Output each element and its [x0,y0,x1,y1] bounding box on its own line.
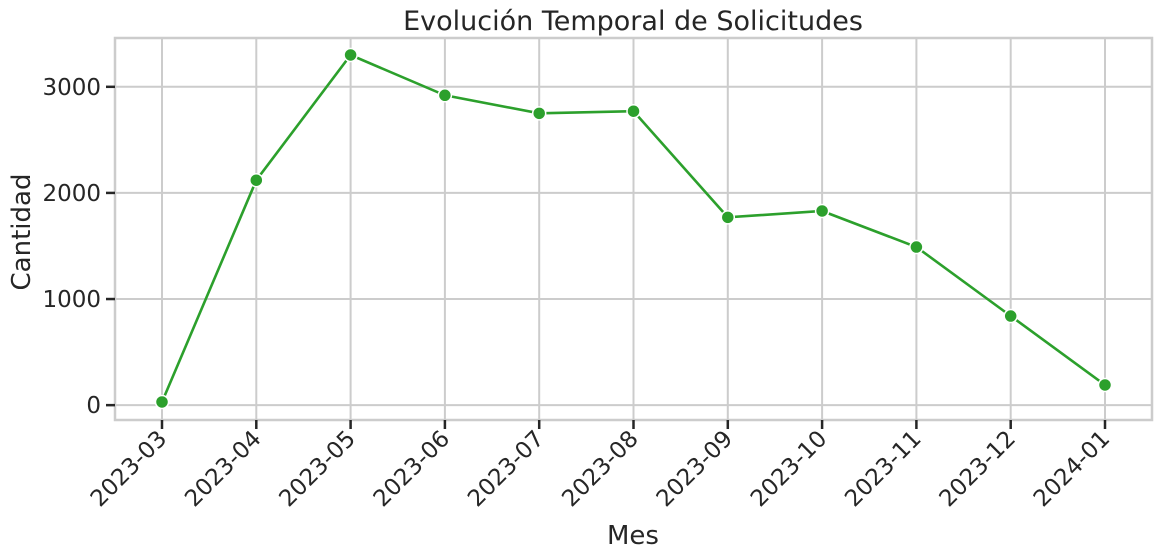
x-tick-label: 2023-11 [840,426,926,512]
data-point [343,47,358,63]
y-tick-label: 1000 [42,287,101,313]
x-tick-label: 2023-05 [274,426,360,512]
data-point [626,103,641,119]
y-tick-label: 0 [86,393,101,419]
data-point [249,172,264,188]
grid [115,38,1152,420]
x-tick-label: 2023-03 [86,426,172,512]
data-point [1003,308,1018,324]
data-point [154,394,170,410]
x-tick-label: 2023-10 [746,426,832,512]
x-axis: 2023-03 2023-04 2023-05 2023-06 2023-07 2023-… [86,420,1115,512]
y-axis-label: Cantidad [7,174,37,291]
chart-title: Evolución Temporal de Solicitudes [403,6,863,37]
x-tick-label: 2023-12 [935,426,1021,512]
data-point [1097,377,1113,393]
data-point [909,239,924,255]
x-tick-label: 2023-06 [369,426,455,512]
y-axis: 0 1000 2000 3000 [42,75,115,419]
data-point [814,203,830,219]
x-tick-label: 2023-09 [652,426,738,512]
y-tick-label: 3000 [42,75,101,101]
y-tick-label: 2000 [42,181,101,207]
data-point [720,210,736,225]
x-tick-label: 2023-08 [557,426,643,512]
x-axis-label: Mes [607,521,659,551]
x-tick-label: 2024-01 [1029,426,1115,512]
data-point [531,106,547,121]
series [154,47,1113,410]
data-point [437,88,453,103]
x-tick-label: 2023-04 [180,426,266,512]
x-tick-label: 2023-07 [463,426,549,512]
